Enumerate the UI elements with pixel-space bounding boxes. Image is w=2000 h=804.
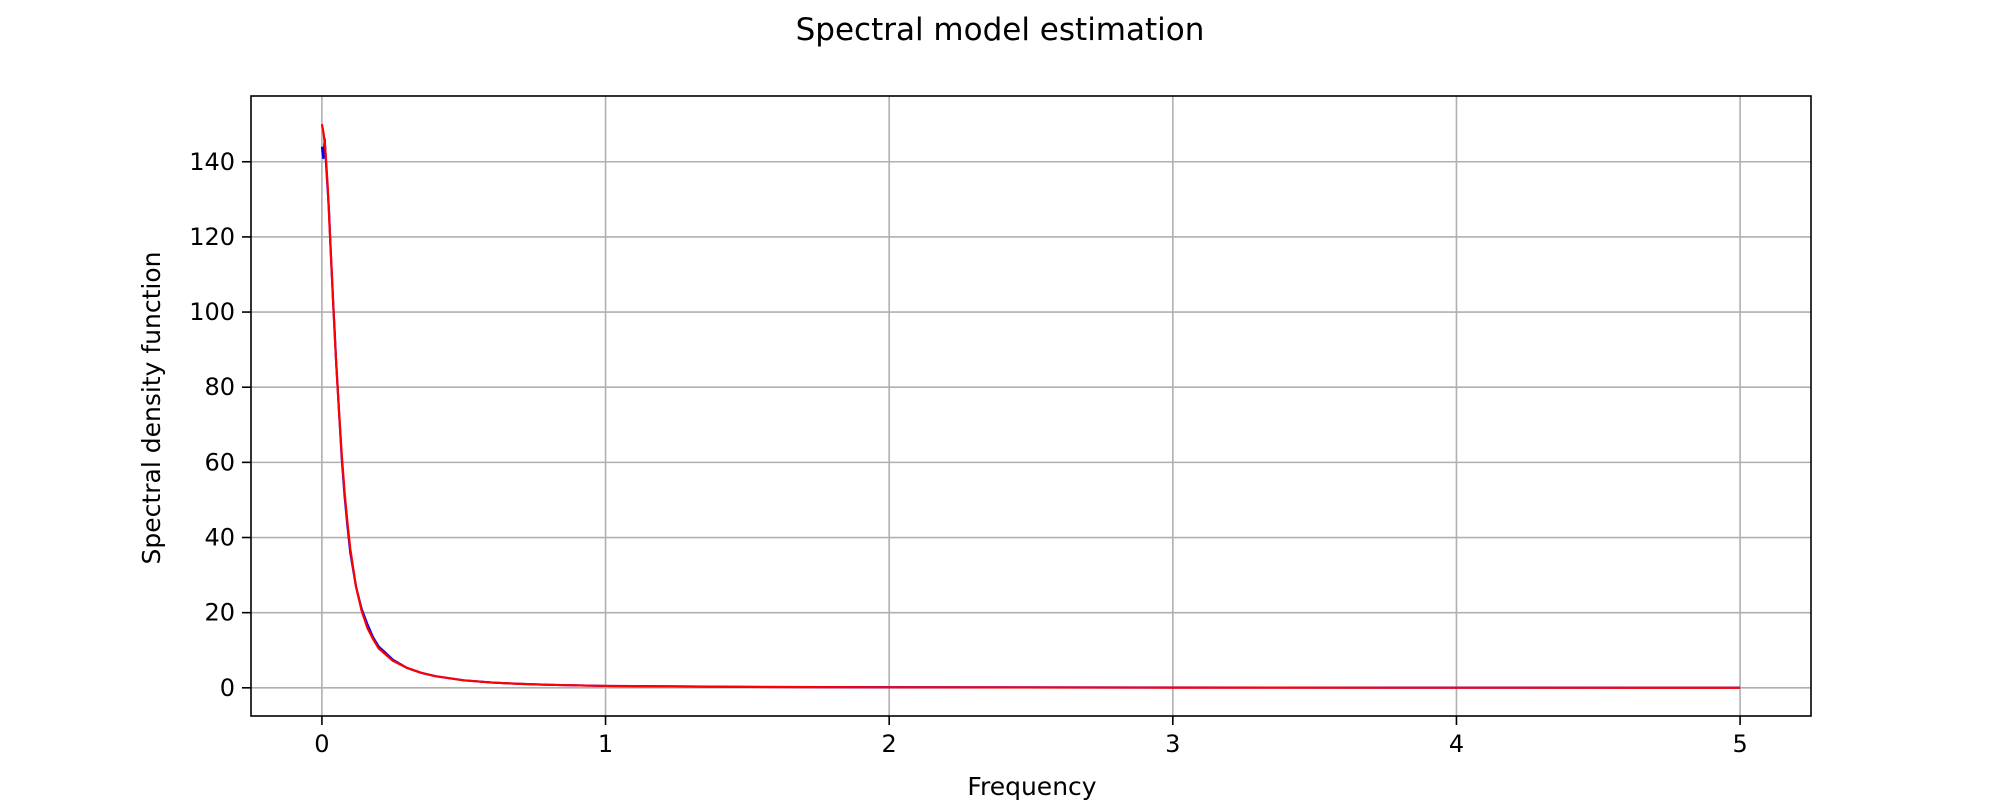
x-tick-label: 1 [598, 730, 613, 758]
y-tick-label: 80 [204, 373, 235, 401]
series-line-0 [320, 138, 1741, 689]
y-tick-label: 140 [189, 148, 235, 176]
y-axis-ticks: 0 20 40 60 80 100 120 140 [189, 148, 251, 702]
y-tick-label: 0 [220, 674, 235, 702]
x-tick-label: 3 [1165, 730, 1180, 758]
y-tick-label: 40 [204, 524, 235, 552]
y-tick-label: 120 [189, 223, 235, 251]
series-line-1 [320, 123, 1741, 689]
y-tick-label: 100 [189, 298, 235, 326]
grid-lines [251, 96, 1811, 716]
x-tick-label: 5 [1732, 730, 1747, 758]
chart-title: Spectral model estimation [796, 12, 1205, 48]
x-tick-label: 2 [882, 730, 897, 758]
x-axis-ticks: 0 1 2 3 4 5 [314, 716, 1748, 758]
y-axis-label: Spectral density function [137, 252, 166, 565]
series-lines [320, 123, 1741, 689]
x-tick-label: 4 [1449, 730, 1464, 758]
y-tick-label: 20 [204, 599, 235, 627]
x-tick-label: 0 [314, 730, 329, 758]
plot-area-frame [250, 95, 1812, 717]
y-tick-label: 60 [204, 448, 235, 476]
x-axis-label: Frequency [967, 772, 1096, 800]
